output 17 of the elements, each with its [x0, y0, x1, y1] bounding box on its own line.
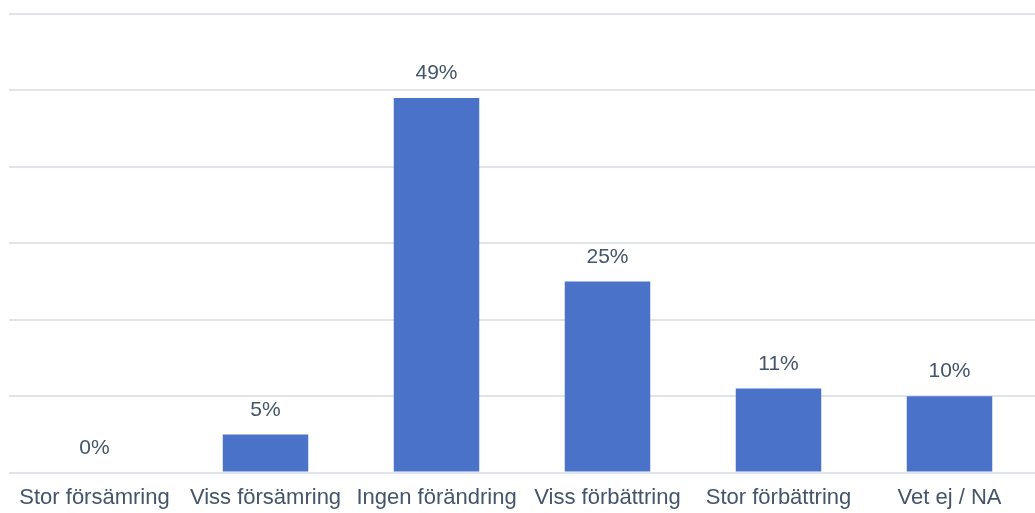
bar: [735, 388, 822, 472]
bar: [906, 396, 993, 472]
data-label: 49%: [415, 60, 458, 84]
x-tick-label: Vet ej / NA: [897, 483, 1002, 509]
data-label: 0%: [79, 434, 110, 458]
x-tick-label: Stor förbättring: [705, 483, 852, 509]
x-tick-label: Viss försämring: [189, 483, 342, 509]
data-label: 11%: [758, 350, 799, 374]
data-label: 5%: [250, 396, 281, 420]
data-label: 10%: [928, 358, 971, 382]
bar: [393, 98, 480, 472]
x-tick-label: Viss förbättring: [534, 483, 681, 509]
bar: [222, 434, 309, 472]
bar: [564, 281, 651, 472]
x-tick-label: Stor försämring: [19, 483, 170, 509]
x-tick-label: Ingen förändring: [356, 483, 517, 509]
data-label: 25%: [586, 243, 629, 267]
